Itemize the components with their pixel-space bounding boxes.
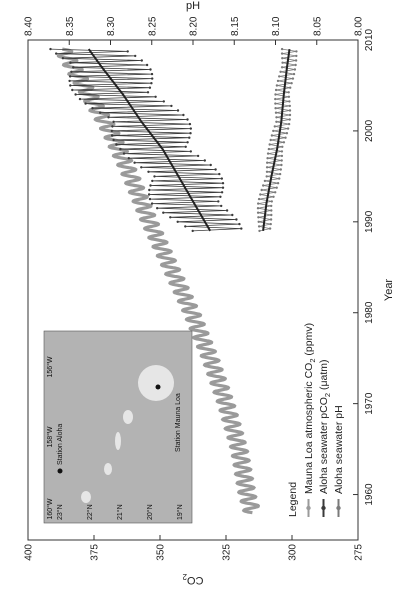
legend-swatch-marker [321,505,326,511]
x-axis: 1960 1970 1980 1990 2000 2010 [353,28,375,506]
left-y-tick-label: 275 [354,544,365,561]
right-y-tick-label: 8.00 [354,16,365,36]
series-aloha-ph [256,47,298,233]
island-hawaii [138,365,174,401]
right-y-axis-label: pH [186,0,200,12]
right-y-axis: 8.00 8.05 8.10 8.15 8.20 8.25 8.30 8.35 8.40 [24,16,365,45]
legend-title: Legend [287,482,299,517]
aloha-pco2-point [191,229,194,233]
island-molokai [115,432,121,450]
legend-item-label: Aloha seawater pCO2 (μatm) [318,359,332,494]
right-y-tick-label: 8.05 [312,16,323,36]
station-mauna-loa-label: Station Mauna Loa [175,393,182,452]
left-y-axis-label: CO2 [182,572,204,586]
left-y-tick-label: 300 [288,544,299,561]
x-axis-label: Year [383,279,395,302]
station-aloha-marker [57,468,63,474]
legend-swatch-marker [306,505,311,511]
legend-item-label: Mauna Loa atmospheric CO2 (ppmv) [303,323,317,494]
x-tick-label: 1990 [364,210,375,233]
map-latitude-label: 21°N [116,504,124,520]
island-oahu [104,463,112,475]
aloha-pco2-measurements [50,48,242,232]
map-latitude-label: 20°N [146,504,154,520]
map-latitude-label: 23°N [56,504,64,520]
station-aloha-label: Station Aloha [57,424,64,465]
right-y-tick-label: 8.30 [106,16,117,36]
x-tick-label: 2000 [364,119,375,142]
left-y-tick-label: 400 [24,544,35,561]
x-tick-label: 2010 [364,28,375,51]
aloha-ph-measurements [257,48,297,232]
map-longitude-label: 158°W [46,426,54,447]
map-latitude-labels: 23°N 22°N 21°N 20°N 19°N [56,504,184,520]
right-y-tick-label: 8.25 [147,16,158,36]
right-y-tick-label: 8.35 [65,16,76,36]
right-y-tick-label: 8.10 [271,16,282,36]
right-y-tick-label: 8.40 [24,16,35,36]
left-y-axis: 275 300 325 350 375 400 [24,535,365,561]
aloha-ph-trend-line [262,48,291,232]
map-longitude-label: 156°W [46,356,54,377]
map-latitude-label: 19°N [176,504,184,520]
right-y-tick-label: 8.15 [230,16,241,36]
left-y-tick-label: 350 [156,544,167,561]
station-mauna-loa-marker [155,384,161,390]
map-latitude-label: 22°N [86,504,94,520]
island-kauai [81,491,91,503]
series-mauna-loa [56,47,261,515]
legend: Legend Mauna Loa atmospheric CO2 (ppmv)A… [287,323,345,517]
aloha-ph-point [258,229,261,233]
left-y-tick-label: 325 [222,544,233,561]
mauna-loa-co2-line [56,47,261,515]
series-layer [49,47,298,515]
legend-swatch-marker [336,505,341,511]
island-maui [123,410,133,424]
legend-item-label: Aloha seawater pH [333,405,345,494]
inset-map-background [43,330,193,524]
map-longitude-labels: 160°W 158°W 156°W [46,356,54,519]
series-aloha-pco2 [49,47,243,233]
inset-map: Station Aloha Station Mauna Loa 160°W 158… [43,330,193,524]
x-tick-label: 1960 [364,483,375,506]
right-y-tick-label: 8.20 [189,16,200,36]
x-tick-label: 1970 [364,392,375,415]
x-tick-label: 1980 [364,301,375,324]
left-y-tick-label: 375 [90,544,101,561]
aloha-pco2-trend-line [87,48,212,232]
map-longitude-label: 160°W [46,498,54,519]
